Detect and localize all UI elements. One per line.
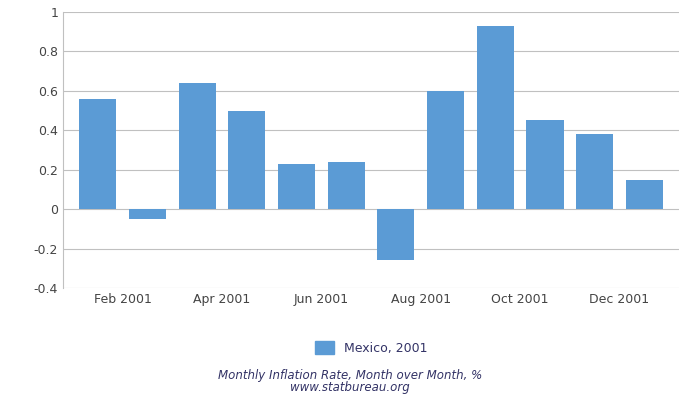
Bar <box>328 162 365 209</box>
Text: Monthly Inflation Rate, Month over Month, %: Monthly Inflation Rate, Month over Month… <box>218 370 482 382</box>
Text: www.statbureau.org: www.statbureau.org <box>290 382 410 394</box>
Bar <box>427 91 464 209</box>
Bar <box>228 110 265 209</box>
Bar <box>278 164 315 209</box>
Bar <box>79 99 116 209</box>
Bar <box>129 209 166 219</box>
Legend: Mexico, 2001: Mexico, 2001 <box>315 341 427 355</box>
Bar <box>576 134 613 209</box>
Bar <box>477 26 514 209</box>
Bar <box>377 209 414 260</box>
Bar <box>178 83 216 209</box>
Bar <box>626 180 663 209</box>
Bar <box>526 120 564 209</box>
